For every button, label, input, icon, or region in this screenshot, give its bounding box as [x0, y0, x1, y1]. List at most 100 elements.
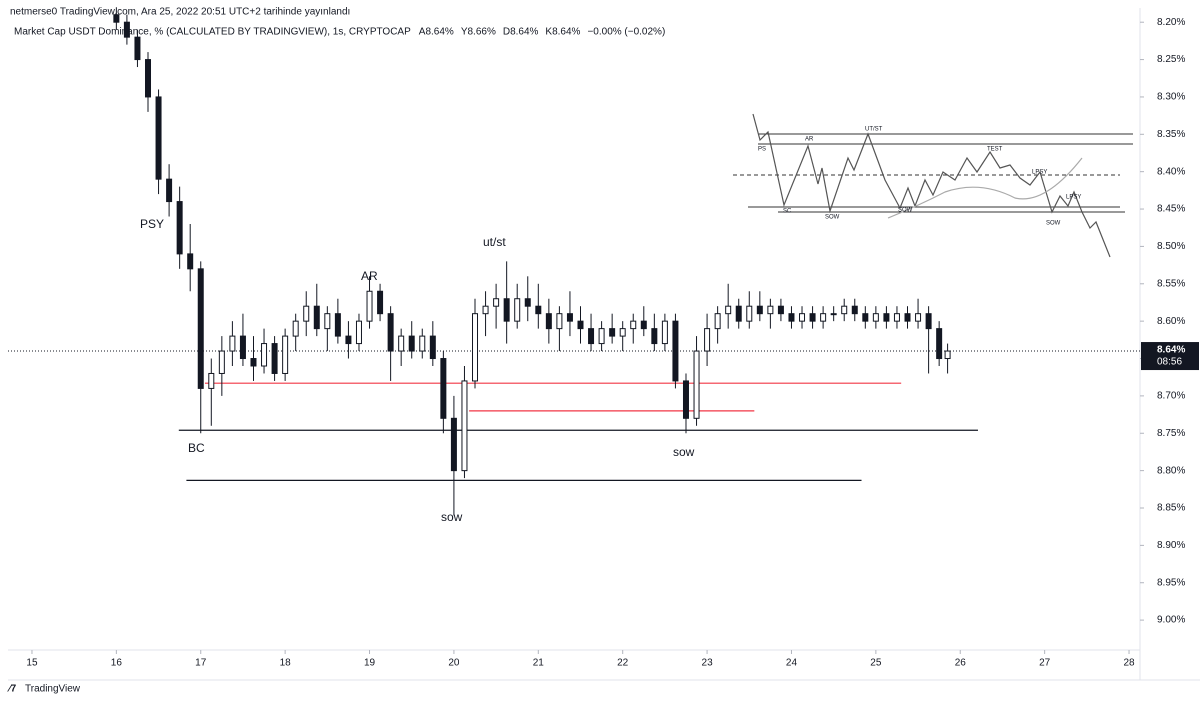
annotation: ut/st — [483, 235, 506, 249]
legend-value: A8.64% — [419, 27, 454, 38]
y-tick-label: 8.35% — [1157, 129, 1185, 140]
x-tick-label: 25 — [870, 658, 882, 669]
candle-body — [862, 313, 869, 322]
y-tick-label: 9.00% — [1157, 615, 1185, 626]
candle-body — [588, 328, 595, 345]
y-tick-label: 8.45% — [1157, 204, 1185, 215]
inset-label: PS — [758, 147, 766, 153]
candle-body — [661, 320, 668, 345]
x-tick-label: 21 — [533, 658, 545, 669]
candle-body — [292, 320, 299, 337]
candle-body — [155, 96, 162, 180]
candle-body — [820, 313, 827, 322]
candle-body — [482, 305, 489, 315]
annotation: sow — [673, 445, 695, 459]
chart-title: Market Cap USDT Dominance, % (CALCULATED… — [14, 27, 411, 38]
candle-body — [944, 350, 951, 360]
candle-body — [883, 313, 890, 322]
inset-label: TEST — [987, 147, 1003, 153]
x-tick-label: 20 — [448, 658, 460, 669]
candle-body — [429, 335, 436, 360]
candle-body — [334, 313, 341, 337]
candle-body — [598, 328, 605, 345]
candle-body — [261, 343, 268, 367]
candle-body — [893, 313, 900, 322]
inset-path — [752, 113, 1111, 258]
candle-body — [134, 36, 141, 61]
inset-label: SC — [783, 209, 792, 215]
candle-body — [514, 298, 521, 322]
candle-body — [788, 313, 795, 322]
candle-body — [851, 305, 858, 315]
candle-body — [145, 59, 152, 98]
legend-value: D8.64% — [503, 27, 539, 38]
y-tick-label: 8.50% — [1157, 241, 1185, 252]
price-label: 8.64% — [1157, 345, 1185, 356]
candle-body — [366, 290, 373, 322]
candle-body — [345, 335, 352, 345]
x-tick-label: 17 — [195, 658, 207, 669]
x-tick-label: 18 — [280, 658, 292, 669]
y-tick-label: 8.40% — [1157, 166, 1185, 177]
candle-body — [672, 320, 679, 382]
x-tick-label: 15 — [26, 658, 38, 669]
legend: Market Cap USDT Dominance, % (CALCULATED… — [14, 27, 665, 38]
y-tick-label: 8.30% — [1157, 92, 1185, 103]
x-tick-label: 26 — [955, 658, 967, 669]
y-tick-label: 8.75% — [1157, 428, 1185, 439]
candle-body — [746, 305, 753, 322]
candle-body — [218, 350, 225, 374]
inset-label: AR — [805, 137, 814, 143]
candle-body — [545, 313, 552, 330]
candle-body — [640, 320, 647, 330]
candle-body — [398, 335, 405, 352]
legend-value: K8.64% — [545, 27, 580, 38]
y-tick-label: 8.90% — [1157, 540, 1185, 551]
candle-body — [282, 335, 289, 374]
x-tick-label: 27 — [1039, 658, 1051, 669]
y-tick-label: 8.55% — [1157, 278, 1185, 289]
legend-value: Y8.66% — [461, 27, 496, 38]
candle-body — [725, 305, 732, 315]
candle-body — [651, 328, 658, 345]
candle-body — [493, 298, 500, 307]
inset-label: SOW — [898, 208, 913, 214]
candle-body — [387, 313, 394, 352]
candle-body — [619, 328, 626, 337]
candle-body — [377, 290, 384, 315]
candle-body — [936, 328, 943, 360]
y-tick-label: 8.60% — [1157, 316, 1185, 327]
candle-body — [313, 305, 320, 330]
candle-body — [609, 328, 616, 337]
candle-body — [303, 305, 310, 322]
y-tick-label: 8.70% — [1157, 391, 1185, 402]
candle-body — [166, 178, 173, 203]
candle-body — [503, 298, 510, 322]
header: netmerse0 TradingView.com, Ara 25, 2022 … — [10, 7, 350, 18]
inset-label: LPSY — [1032, 170, 1047, 176]
candle-body — [830, 313, 837, 316]
price-timer: 08:56 — [1157, 357, 1182, 368]
y-tick-label: 8.80% — [1157, 465, 1185, 476]
annotation: AR — [361, 269, 378, 283]
brand-logo: ⁄7 — [7, 684, 17, 695]
candle-body — [239, 335, 246, 360]
candle-body — [682, 380, 689, 419]
inset-label: UT/ST — [865, 127, 883, 133]
candle-body — [630, 320, 637, 330]
candle-body — [841, 305, 848, 315]
price-label-box — [1141, 342, 1199, 371]
candle-body — [229, 335, 236, 352]
candle-body — [714, 313, 721, 330]
candle-body — [925, 313, 932, 330]
x-tick-label: 16 — [111, 658, 123, 669]
candle-body — [324, 313, 331, 330]
candle-body — [113, 14, 120, 23]
candle-body — [419, 335, 426, 352]
candle-body — [355, 320, 362, 345]
candle-body — [271, 343, 278, 374]
candle-body — [250, 358, 257, 367]
y-tick-label: 8.25% — [1157, 54, 1185, 65]
candle-body — [197, 268, 204, 389]
